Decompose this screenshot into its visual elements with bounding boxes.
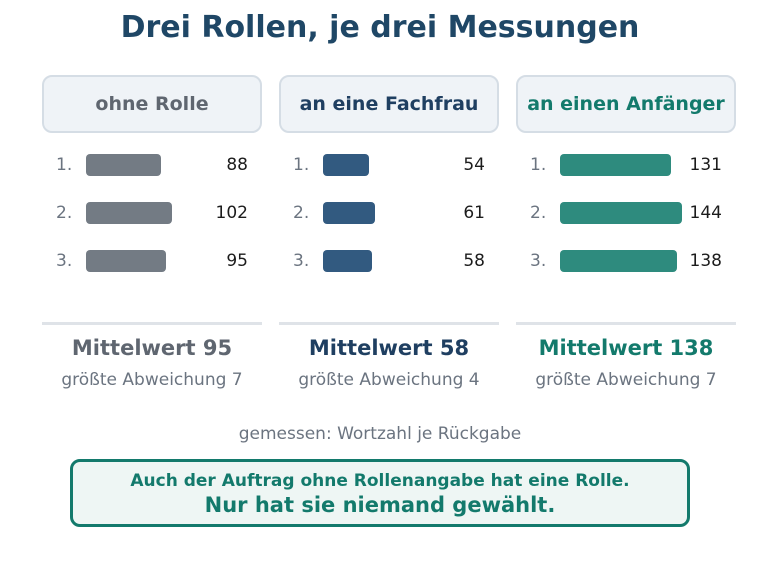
- row-index: 2.: [56, 203, 73, 223]
- bar: [323, 154, 369, 176]
- bar: [560, 250, 677, 272]
- measurement-row: 2. 102: [42, 191, 262, 239]
- panel-header: ohne Rolle: [42, 75, 262, 133]
- divider: [516, 322, 736, 325]
- bar-value-label: 95: [226, 251, 248, 271]
- row-index: 2.: [530, 203, 547, 223]
- row-index: 3.: [530, 251, 547, 271]
- bar: [323, 202, 375, 224]
- bar-value-label: 54: [463, 155, 485, 175]
- measurement-row: 3. 58: [279, 239, 499, 287]
- measurement-row: 1. 54: [279, 143, 499, 191]
- deviation-label: größte Abweichung 7: [61, 370, 243, 390]
- bar-value-label: 61: [463, 203, 485, 223]
- measurement-row: 2. 144: [516, 191, 736, 239]
- bar: [560, 202, 682, 224]
- panel-header: an eine Fachfrau: [279, 75, 499, 133]
- row-index: 1.: [530, 155, 547, 175]
- mean-label: Mittelwert 138: [538, 336, 714, 360]
- divider: [279, 322, 499, 325]
- deviation-label: größte Abweichung 7: [535, 370, 717, 390]
- bar-value-label: 131: [689, 155, 722, 175]
- measurement-row: 3. 138: [516, 239, 736, 287]
- bar: [560, 154, 671, 176]
- row-index: 3.: [56, 251, 73, 271]
- panel-fachfrau: an eine Fachfrau 1. 54 2. 61 3. 58 Mitte…: [279, 75, 499, 390]
- row-index: 3.: [293, 251, 310, 271]
- panel-ohne-rolle: ohne Rolle 1. 88 2. 102 3. 95 Mittelwert…: [42, 75, 262, 390]
- mean-label: Mittelwert 58: [308, 336, 470, 360]
- callout-box: Auch der Auftrag ohne Rollenangabe hat e…: [70, 459, 690, 527]
- measurement-row: 3. 95: [42, 239, 262, 287]
- bar-value-label: 144: [689, 203, 722, 223]
- bar-value-label: 58: [463, 251, 485, 271]
- bar: [86, 154, 161, 176]
- callout-line-2: Nur hat sie niemand gewählt.: [204, 493, 556, 517]
- panel-header: an einen Anfänger: [516, 75, 736, 133]
- panel-anfaenger: an einen Anfänger 1. 131 2. 144 3. 138 M…: [516, 75, 736, 390]
- bar-value-label: 138: [689, 251, 722, 271]
- row-index: 1.: [293, 155, 310, 175]
- row-index: 1.: [56, 155, 73, 175]
- chart-title: Drei Rollen, je drei Messungen: [120, 10, 640, 45]
- bar-value-label: 88: [226, 155, 248, 175]
- measurement-row: 2. 61: [279, 191, 499, 239]
- mean-label: Mittelwert 95: [71, 336, 233, 360]
- bar-value-label: 102: [215, 203, 248, 223]
- measurement-row: 1. 131: [516, 143, 736, 191]
- measurement-note: gemessen: Wortzahl je Rückgabe: [238, 424, 522, 444]
- divider: [42, 322, 262, 325]
- callout-line-1: Auch der Auftrag ohne Rollenangabe hat e…: [130, 471, 630, 491]
- deviation-label: größte Abweichung 4: [298, 370, 480, 390]
- bar: [86, 250, 166, 272]
- bar: [323, 250, 372, 272]
- row-index: 2.: [293, 203, 310, 223]
- measurement-row: 1. 88: [42, 143, 262, 191]
- bar: [86, 202, 172, 224]
